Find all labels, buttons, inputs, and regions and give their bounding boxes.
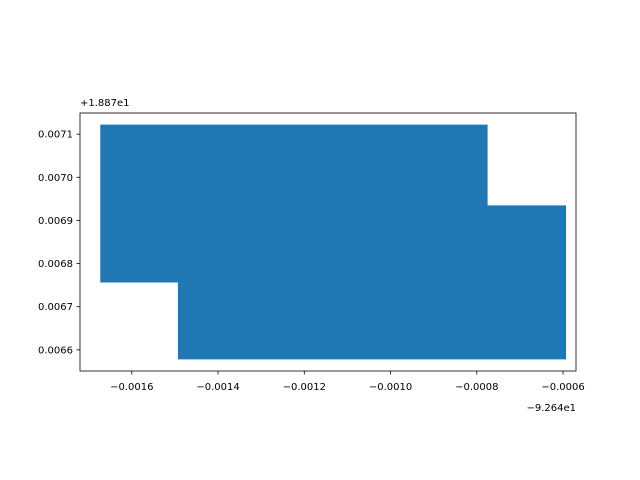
- y-offset-label: +1.887e1: [80, 98, 130, 109]
- y-tick-label-1: 0.0067: [38, 302, 73, 313]
- axes-frame: [79, 112, 577, 372]
- x-tick-label-0: −0.0016: [110, 382, 153, 393]
- series-layer: [100, 124, 567, 360]
- x-tick-label-1: −0.0014: [196, 382, 239, 393]
- y-tick-label-0: 0.0066: [38, 345, 73, 356]
- y-axis: 0.0066 0.0067 0.0068 0.0069 0.0070 0.0071: [38, 130, 80, 356]
- y-tick-label-5: 0.0071: [38, 130, 73, 141]
- x-offset-label: −9.264e1: [526, 403, 576, 414]
- series-polygon-0: [100, 124, 567, 360]
- x-tick-label-3: −0.0010: [369, 382, 412, 393]
- y-tick-label-4: 0.0070: [38, 173, 73, 184]
- y-tick-label-2: 0.0068: [38, 259, 73, 270]
- x-axis: −0.0016 −0.0014 −0.0012 −0.0010 −0.0008 −0.00…: [110, 371, 585, 393]
- x-tick-label-5: −0.0006: [541, 382, 584, 393]
- y-tick-label-3: 0.0069: [38, 216, 73, 227]
- x-tick-label-4: −0.0008: [455, 382, 498, 393]
- plot-area: [79, 112, 577, 372]
- x-tick-label-2: −0.0012: [283, 382, 326, 393]
